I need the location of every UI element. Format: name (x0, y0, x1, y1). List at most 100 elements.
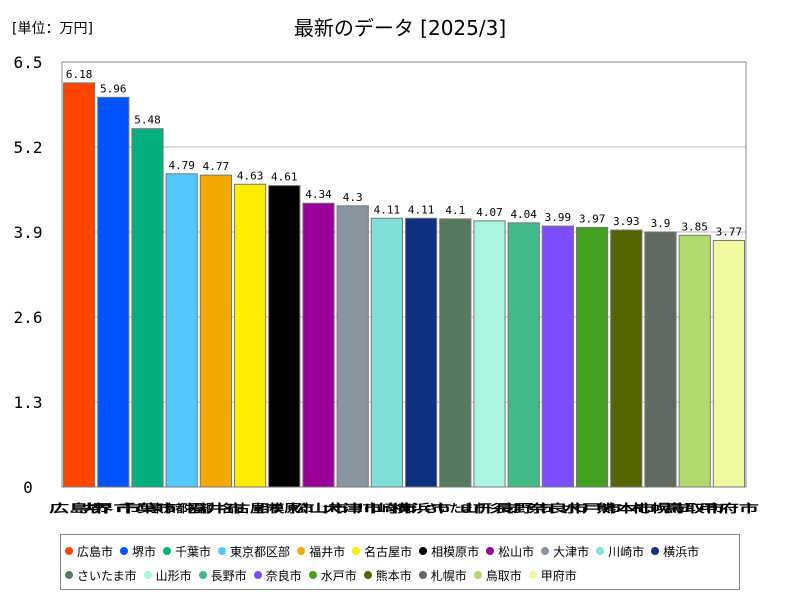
bar (473, 220, 506, 488)
bar (199, 174, 233, 488)
bar (97, 96, 130, 488)
legend-label: 鳥取市 (485, 568, 522, 583)
legend-label: 堺市 (132, 544, 157, 559)
x-tick-label: 広島市 (49, 501, 109, 515)
data-label: 4.1 (445, 204, 465, 217)
bar (439, 218, 472, 488)
legend-swatch (120, 547, 129, 555)
legend-label: 千葉市 (175, 544, 212, 559)
legend-item: 鳥取市 (473, 563, 522, 587)
legend-label: 水戸市 (320, 568, 357, 583)
legend-item: 相模原市 (419, 539, 479, 563)
data-label: 4.11 (374, 203, 401, 216)
data-label: 3.97 (579, 212, 606, 225)
x-tick-label: 熊本市 (596, 501, 656, 515)
x-tick-label: 鳥取市 (665, 501, 725, 515)
bar (234, 183, 267, 488)
legend-swatch (473, 571, 482, 579)
x-tick-label: 奈良市 (526, 501, 588, 515)
legend-item: 熊本市 (363, 563, 412, 587)
legend-swatch (65, 571, 73, 579)
legend-label: 福井市 (309, 544, 346, 559)
x-tick-label: 名古屋市 (220, 501, 280, 515)
data-label: 4.77 (203, 160, 230, 173)
bar (131, 128, 164, 488)
legend-swatch (198, 571, 207, 579)
legend-item: 福井市 (297, 539, 345, 563)
legend-item: さいたま市 (65, 563, 137, 587)
data-label: 6.18 (66, 68, 93, 81)
x-tick-label: 横浜市 (391, 501, 451, 515)
data-label: 4.61 (271, 171, 298, 184)
y-tick-label: 0 (23, 478, 33, 497)
legend-label: 相模原市 (431, 544, 480, 559)
legend-swatch (363, 571, 372, 579)
y-tick-label: 3.9 (14, 223, 43, 242)
plot-border (61, 61, 747, 488)
bar (678, 234, 711, 488)
legend-item: 堺市 (120, 539, 156, 563)
x-tick-label: 松山市 (289, 501, 349, 515)
legend-label: 長野市 (210, 568, 247, 583)
y-tick-label: 6.5 (14, 53, 43, 72)
data-label: 3.93 (613, 215, 640, 228)
x-tick-label: 東京都区部 (152, 501, 212, 515)
legend-label: 札幌市 (430, 568, 467, 583)
plot-area (62, 62, 746, 487)
legend-item: 長野市 (198, 563, 247, 587)
x-tick-label: 札幌市 (629, 501, 691, 515)
legend-swatch (596, 547, 605, 555)
data-label: 4.11 (408, 203, 435, 216)
bar (370, 217, 403, 488)
x-tick-label: 甲府市 (699, 501, 759, 515)
legend-label: 熊本市 (375, 568, 412, 583)
legend-swatch (163, 547, 172, 555)
data-label: 5.96 (100, 82, 127, 95)
legend-swatch (418, 571, 427, 579)
legend-swatch (143, 571, 152, 579)
legend: 広島市 堺市 千葉市 東京都区部 福井市 名古屋市 相模原市 松山市 大津市 川崎市 横浜市 さいたま… (60, 534, 740, 590)
unit-label: [単位：万円] (12, 21, 93, 37)
legend-swatch (308, 571, 317, 579)
data-label: 3.9 (651, 217, 671, 230)
legend-label: 川崎市 (608, 544, 645, 559)
bar (63, 82, 96, 488)
legend-item: 札幌市 (418, 563, 467, 587)
y-tick-label: 1.3 (14, 393, 43, 412)
legend-swatch (352, 547, 361, 555)
legend-item: 名古屋市 (352, 539, 412, 563)
data-label: 4.04 (510, 208, 537, 221)
bar (336, 205, 369, 488)
data-label: 4.79 (168, 159, 195, 172)
legend-item: 甲府市 (528, 563, 577, 587)
x-tick-label: 長野市 (494, 501, 554, 515)
legend-label: 山形市 (155, 568, 192, 583)
legend-label: 奈良市 (265, 568, 302, 583)
legend-swatch (253, 571, 262, 579)
legend-label: さいたま市 (77, 568, 137, 583)
x-tick-label: 川崎市 (355, 501, 417, 515)
bar (712, 240, 745, 488)
x-tick-label: さいたま市 (425, 501, 485, 515)
legend-label: 名古屋市 (364, 544, 413, 559)
x-tick-label: 水戸市 (562, 501, 622, 515)
legend-item: 水戸市 (308, 563, 357, 587)
legend-swatch (297, 547, 306, 555)
legend-swatch (651, 547, 660, 555)
bar (610, 229, 643, 488)
x-tick-label: 大津市 (323, 501, 383, 515)
legend-label: 甲府市 (540, 568, 577, 583)
chart-title: 最新のデータ [2025/3] (293, 16, 507, 40)
bar (268, 185, 301, 488)
legend-item: 横浜市 (651, 539, 699, 563)
legend-item: 山形市 (143, 563, 192, 587)
bar (507, 222, 540, 488)
legend-swatch (218, 547, 227, 555)
bar-chart: 6.5 5.2 3.9 2.6 1.3 0 6.18 広島市 5.96 堺市 5.48 千葉市 4.79… (14, 53, 759, 515)
data-label: 5.48 (134, 114, 161, 127)
legend-label: 東京都区部 (230, 544, 291, 559)
bar (541, 225, 574, 488)
legend-swatch (419, 547, 428, 555)
data-label: 4.07 (476, 206, 503, 219)
bar (576, 226, 609, 488)
